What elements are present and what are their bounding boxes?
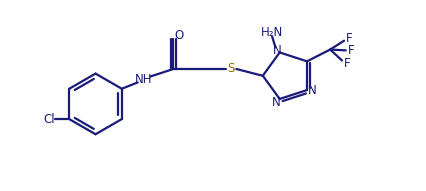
Text: N: N [307, 84, 316, 97]
Text: F: F [345, 32, 352, 45]
Text: F: F [343, 57, 349, 70]
Text: N: N [273, 44, 281, 57]
Text: O: O [173, 29, 183, 42]
Text: F: F [347, 44, 354, 57]
Text: N: N [271, 96, 280, 109]
Text: Cl: Cl [43, 113, 55, 126]
Text: S: S [227, 62, 234, 75]
Text: H₂N: H₂N [260, 26, 282, 39]
Text: NH: NH [134, 73, 152, 86]
